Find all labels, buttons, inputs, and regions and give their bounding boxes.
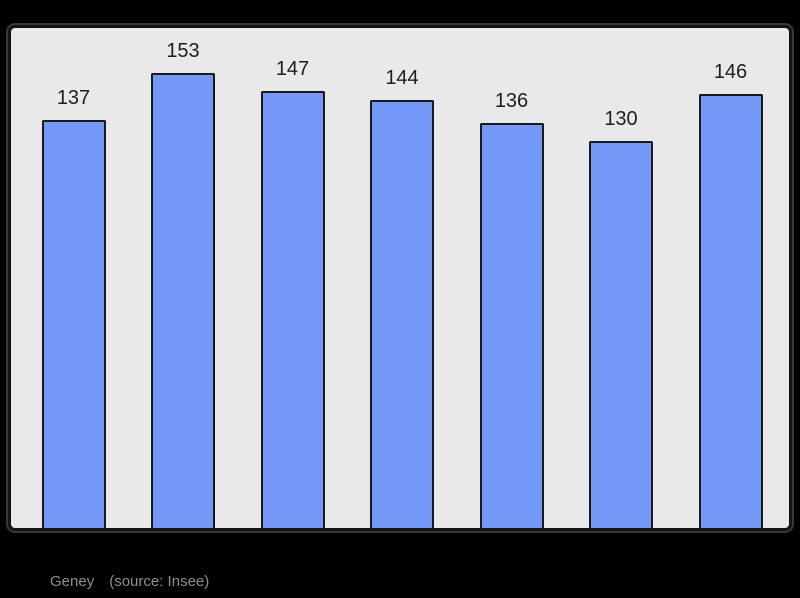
bar-value-label: 137 <box>56 87 91 109</box>
caption: Geney (source: Insee) <box>50 573 209 590</box>
caption-source: (source: Insee) <box>109 573 210 590</box>
bar <box>41 120 106 528</box>
bar <box>698 94 763 528</box>
bar-value-label: 130 <box>604 108 638 130</box>
bar-value-label: 147 <box>275 58 310 80</box>
bar <box>479 123 544 528</box>
bar <box>260 91 325 528</box>
bar-value-label: 136 <box>494 90 529 112</box>
bar <box>151 73 215 528</box>
caption-place: Geney <box>50 573 95 590</box>
bar-value-label: 153 <box>166 40 200 62</box>
bar-value-label: 146 <box>713 61 748 83</box>
bar-value-label: 144 <box>385 67 419 89</box>
bar <box>370 100 434 528</box>
bar <box>589 141 653 528</box>
